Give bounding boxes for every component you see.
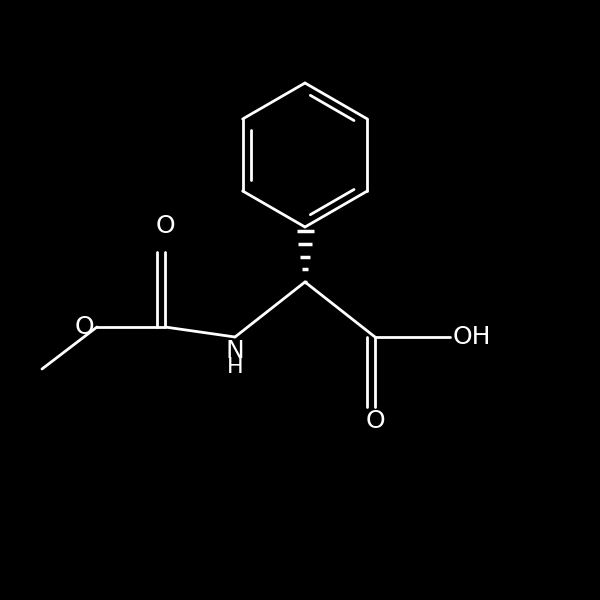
Text: O: O [155, 214, 175, 238]
Text: O: O [365, 409, 385, 433]
Text: N: N [226, 339, 244, 363]
Text: O: O [74, 315, 94, 339]
Text: OH: OH [453, 325, 491, 349]
Text: H: H [227, 357, 244, 377]
